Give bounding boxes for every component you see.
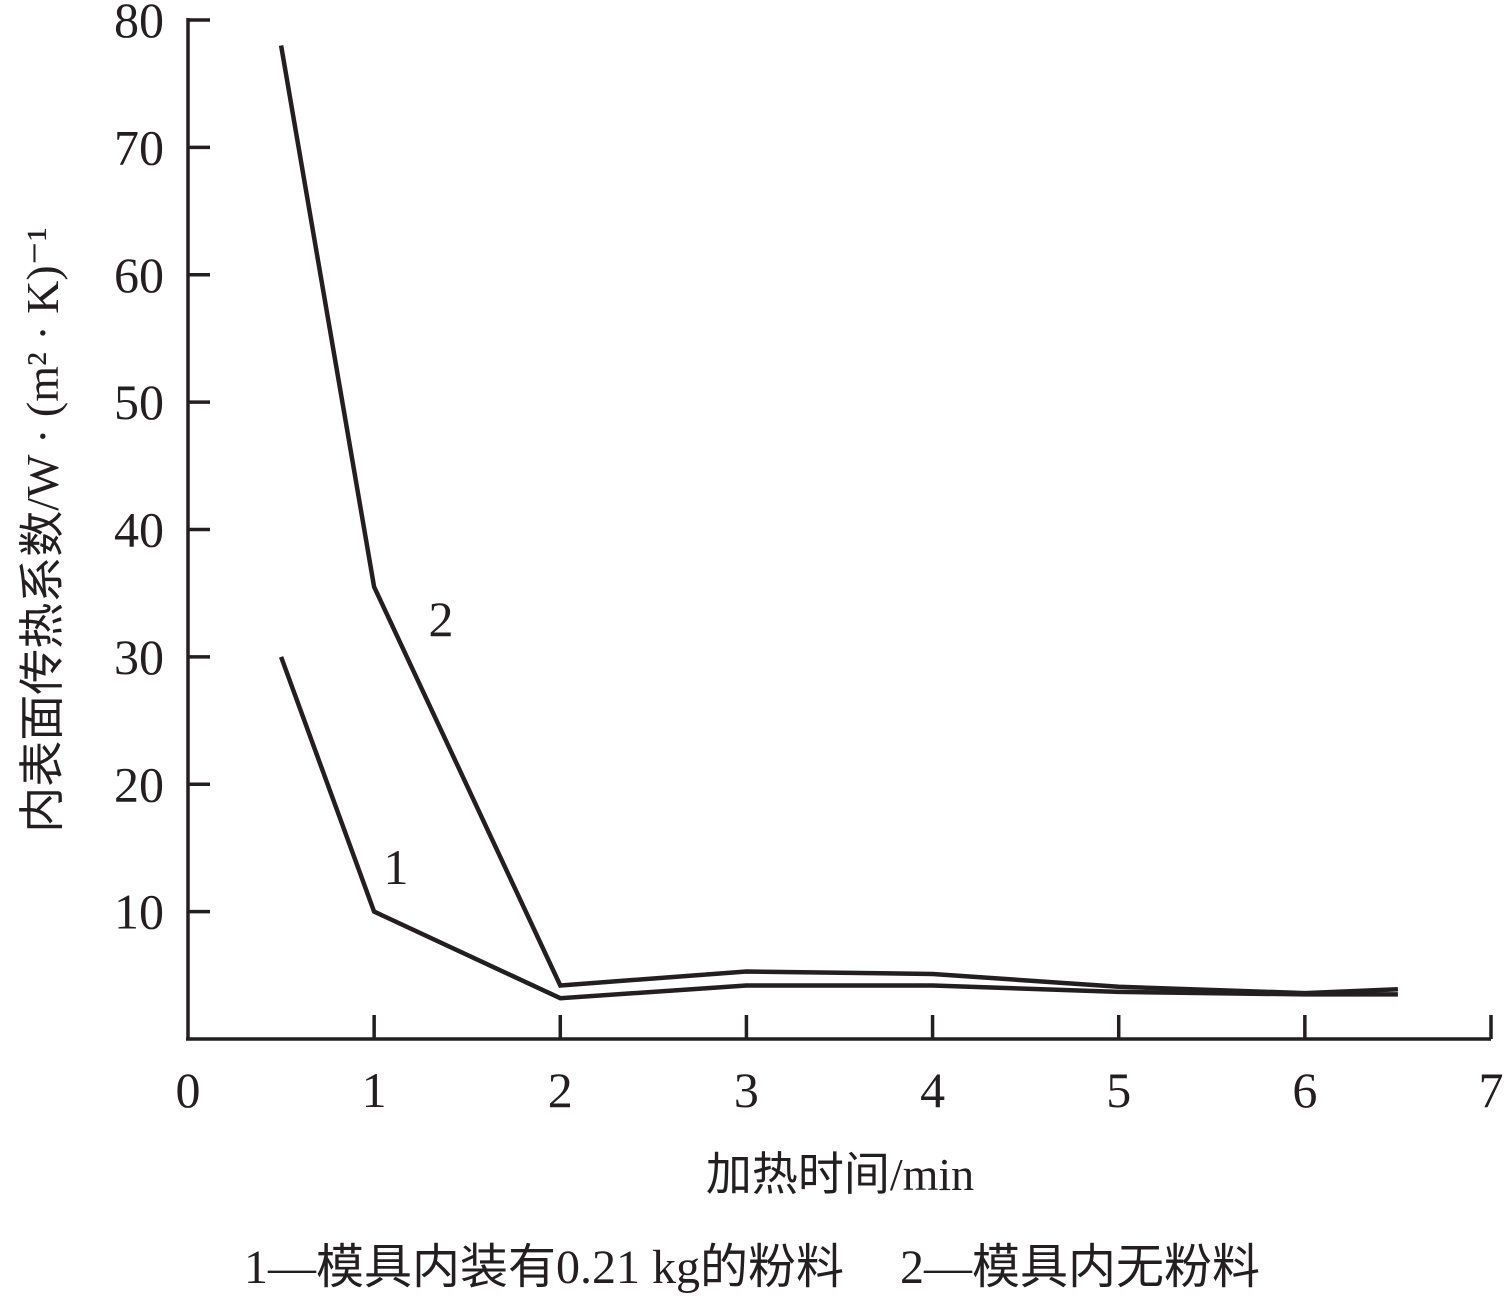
x-tick-label: 6 xyxy=(1292,1062,1317,1118)
series-line-2 xyxy=(278,45,1398,996)
y-tick-label: 30 xyxy=(114,629,164,685)
y-tick-label: 70 xyxy=(114,119,164,175)
legend-item-1: 1—模具内装有0.21 kg的粉料 xyxy=(243,1241,844,1294)
x-tick-label: 4 xyxy=(920,1062,945,1118)
x-tick-label: 0 xyxy=(176,1062,201,1118)
series-layer xyxy=(278,45,1398,1001)
x-tick-label: 5 xyxy=(1106,1062,1131,1118)
legend-item-2: 2—模具内无粉料 xyxy=(900,1241,1261,1294)
x-tick-label: 7 xyxy=(1479,1062,1504,1118)
series-2-label: 2 xyxy=(429,591,454,647)
y-tick-label: 20 xyxy=(114,756,164,812)
chart-svg: 0 1 2 3 4 5 6 7 10 20 30 40 50 60 70 80 1 2 加热时间/min 内表… xyxy=(17,0,1504,1200)
y-tick-label: 60 xyxy=(114,247,164,303)
x-tick-label: 1 xyxy=(362,1062,387,1118)
labels-layer: 1 2 加热时间/min 内表面传热系数/W · (m² · K)⁻¹ xyxy=(17,227,974,1200)
series-line-1 xyxy=(278,656,1398,1001)
y-axis-title: 内表面传热系数/W · (m² · K)⁻¹ xyxy=(17,227,68,833)
x-tick-label: 2 xyxy=(548,1062,573,1118)
y-tick-label: 80 xyxy=(114,0,164,48)
y-tick-label: 50 xyxy=(114,374,164,430)
ticks-layer: 0 1 2 3 4 5 6 7 10 20 30 40 50 60 70 80 xyxy=(114,0,1504,1118)
series-1-label: 1 xyxy=(384,839,409,895)
y-tick-label: 10 xyxy=(114,884,164,940)
y-tick-label: 40 xyxy=(114,502,164,558)
axes-layer xyxy=(186,18,1491,1041)
legend-caption: 1—模具内装有0.21 kg的粉料 2—模具内无粉料 xyxy=(0,1236,1504,1300)
x-tick-label: 3 xyxy=(734,1062,759,1118)
x-axis-title: 加热时间/min xyxy=(706,1149,974,1200)
